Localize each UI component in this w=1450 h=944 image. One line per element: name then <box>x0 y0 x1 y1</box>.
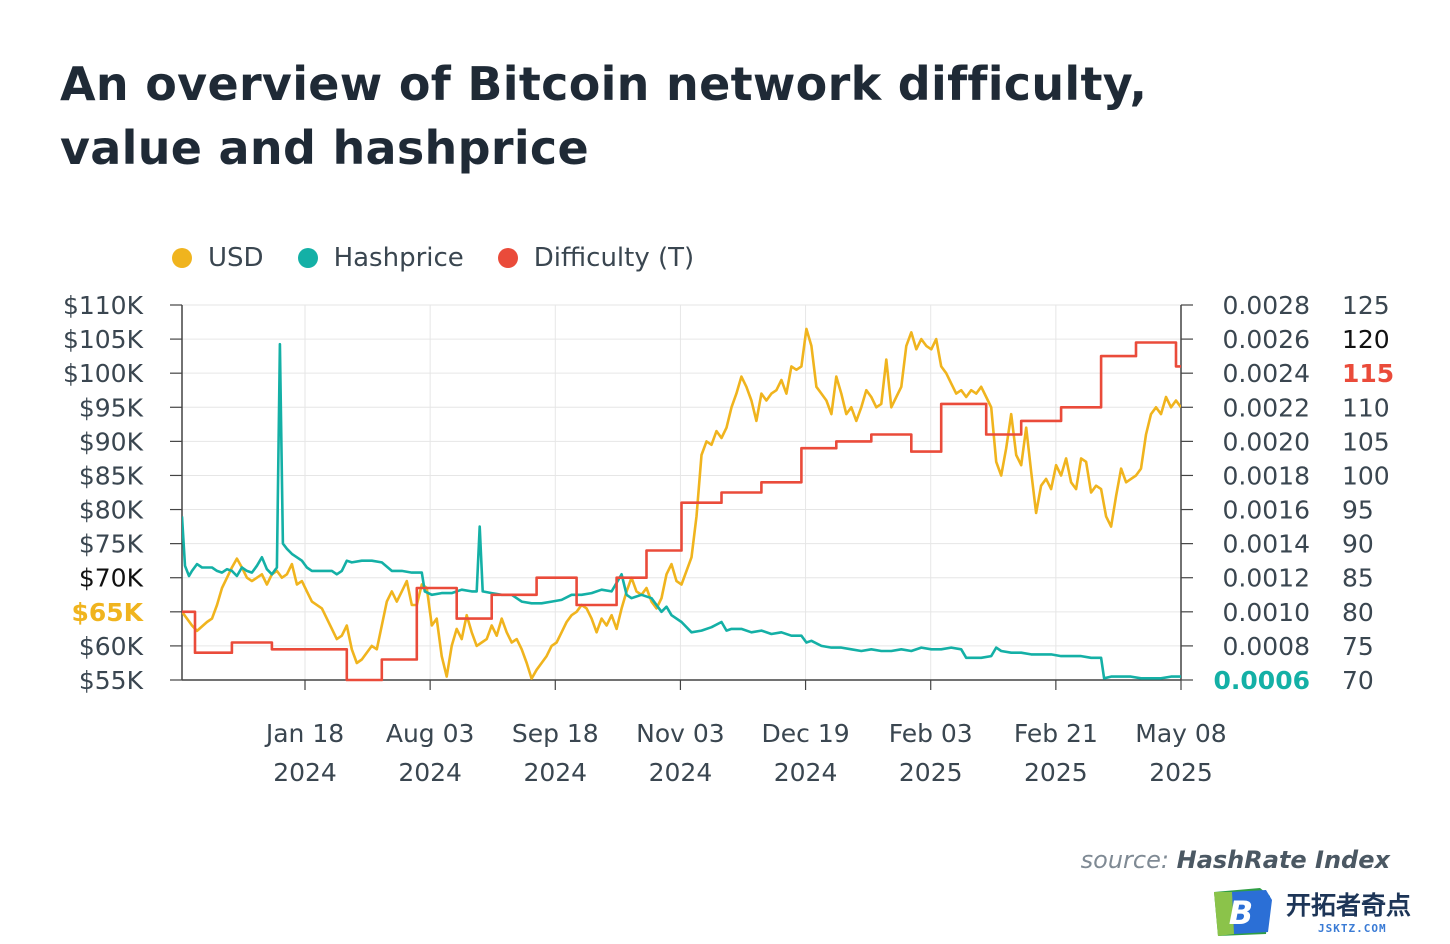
hashprice-tick-label: 0.0016 <box>1223 496 1310 525</box>
hashprice-tick-label: 0.0008 <box>1223 632 1310 661</box>
x-tick-label-year: 2024 <box>523 758 587 787</box>
hashprice-tick-label: 0.0024 <box>1223 359 1310 388</box>
hashprice-tick-label: 0.0026 <box>1223 325 1310 354</box>
chart-title: An overview of Bitcoin network difficult… <box>60 57 1148 175</box>
legend-item-hashprice[interactable]: Hashprice <box>297 243 464 273</box>
legend-label-difficulty: Difficulty (T) <box>533 243 695 273</box>
hashprice-tick-label: 0.0028 <box>1223 291 1310 320</box>
usd-tick-label: $85K <box>79 461 144 490</box>
usd-tick-label: $75K <box>79 530 144 559</box>
difficulty-tick-label: 95 <box>1342 496 1374 525</box>
x-tick-label-date: Dec 19 <box>762 719 850 748</box>
watermark-logo-icon: B <box>1214 888 1272 936</box>
watermark-logo-letter: B <box>1229 894 1253 932</box>
legend-dot-hashprice <box>297 248 318 268</box>
source-name: HashRate Index <box>1176 846 1390 874</box>
watermark: B 开拓者奇点 JSKTZ.COM <box>1210 884 1442 940</box>
hashprice-tick-label: 0.0014 <box>1223 530 1310 559</box>
hashprice-tick-label: 0.0006 <box>1214 666 1310 695</box>
x-tick-label-date: Feb 21 <box>1014 719 1098 748</box>
usd-tick-label: $110K <box>63 291 144 320</box>
series-line-difficulty <box>182 341 1181 682</box>
hashprice-tick-label: 0.0020 <box>1223 427 1310 456</box>
usd-tick-label: $80K <box>79 496 144 525</box>
legend-label-hashprice: Hashprice <box>333 243 464 273</box>
source-prefix: source: <box>1080 846 1177 874</box>
x-tick-label-date: Feb 03 <box>889 719 973 748</box>
x-tick-label-date: Jan 18 <box>264 719 344 748</box>
difficulty-tick-label: 105 <box>1342 427 1390 456</box>
difficulty-tick-label: 80 <box>1342 598 1374 627</box>
watermark-subtitle: JSKTZ.COM <box>1318 922 1387 935</box>
usd-tick-label: $105K <box>63 325 144 354</box>
difficulty-tick-label: 85 <box>1342 564 1374 593</box>
x-tick-label-date: Aug 03 <box>386 719 475 748</box>
difficulty-tick-label: 100 <box>1342 461 1390 490</box>
usd-tick-label: $60K <box>79 632 144 661</box>
x-tick-label-year: 2024 <box>398 758 462 787</box>
x-tick-label-year: 2024 <box>273 758 337 787</box>
hashprice-tick-label: 0.0022 <box>1223 393 1310 422</box>
difficulty-tick-label: 120 <box>1342 325 1390 354</box>
difficulty-tick-label: 125 <box>1342 291 1390 320</box>
source-credit: source: HashRate Index <box>1081 846 1390 874</box>
difficulty-tick-label: 75 <box>1342 632 1374 661</box>
usd-tick-label: $95K <box>79 393 144 422</box>
hashprice-tick-label: 0.0012 <box>1223 564 1310 593</box>
legend-item-difficulty[interactable]: Difficulty (T) <box>497 243 695 273</box>
hashprice-tick-label: 0.0018 <box>1223 461 1310 490</box>
usd-tick-label: $55K <box>79 666 144 695</box>
usd-tick-label: $100K <box>63 359 144 388</box>
usd-tick-label: $65K <box>71 598 144 627</box>
watermark-title: 开拓者奇点 <box>1286 891 1412 920</box>
difficulty-tick-label: 70 <box>1342 666 1374 695</box>
series-line-usd <box>182 327 1181 680</box>
x-tick-label-year: 2025 <box>1024 758 1088 787</box>
difficulty-tick-label: 110 <box>1342 393 1390 422</box>
x-tick-label-year: 2024 <box>774 758 838 787</box>
x-tick-label-date: May 08 <box>1135 719 1226 748</box>
x-tick-label-year: 2025 <box>899 758 963 787</box>
legend-item-usd[interactable]: USD <box>172 243 264 273</box>
hashprice-tick-label: 0.0010 <box>1223 598 1310 627</box>
chart-legend: USD Hashprice Difficulty (T) <box>172 240 728 276</box>
legend-dot-difficulty <box>497 248 518 268</box>
x-tick-label-year: 2025 <box>1149 758 1213 787</box>
usd-tick-label: $90K <box>79 427 144 456</box>
x-tick-label-date: Nov 03 <box>636 719 725 748</box>
legend-label-usd: USD <box>208 243 264 273</box>
usd-tick-label: $70K <box>79 564 144 593</box>
legend-dot-usd <box>172 248 192 268</box>
x-tick-label-year: 2024 <box>649 758 713 787</box>
difficulty-tick-label: 115 <box>1342 359 1394 388</box>
x-tick-label-date: Sep 18 <box>512 719 599 748</box>
series-line-hashprice <box>182 342 1181 680</box>
difficulty-tick-label: 90 <box>1342 530 1374 559</box>
